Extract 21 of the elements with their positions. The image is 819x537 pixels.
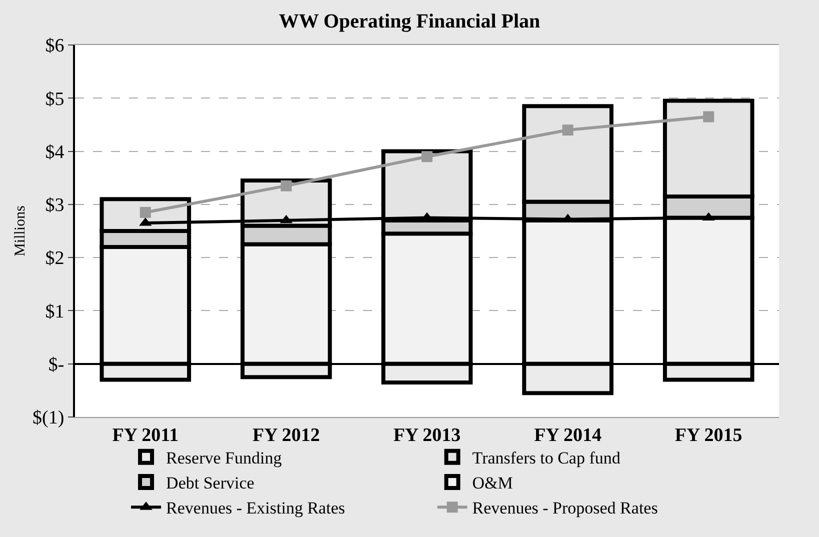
legend-label: Transfers to Cap fund bbox=[472, 448, 621, 468]
x-tick-label: FY 2014 bbox=[534, 424, 602, 446]
y-axis-title: Millions bbox=[12, 205, 28, 256]
y-tick-label: $3 bbox=[45, 195, 64, 216]
x-tick-label: FY 2013 bbox=[393, 424, 461, 446]
legend-label: Revenues - Proposed Rates bbox=[472, 498, 658, 518]
y-tick-label: $6 bbox=[45, 36, 64, 57]
x-tick-label: FY 2012 bbox=[252, 424, 320, 446]
legend-label: Revenues - Existing Rates bbox=[166, 498, 345, 518]
legend-label: Reserve Funding bbox=[166, 448, 282, 468]
legend-label: O&M bbox=[472, 474, 513, 493]
y-tick-label: $4 bbox=[45, 142, 65, 163]
x-tick-label: FY 2011 bbox=[112, 424, 179, 446]
y-tick-label: $1 bbox=[45, 301, 64, 322]
y-tick-label: $- bbox=[48, 354, 64, 376]
y-tick-label: $2 bbox=[45, 248, 64, 270]
chart-title: WW Operating Financial Plan bbox=[278, 10, 540, 32]
y-tick-label: $5 bbox=[45, 88, 64, 110]
legend-label: Debt Service bbox=[166, 474, 254, 493]
y-tick-label: $(1) bbox=[32, 408, 64, 429]
x-tick-label: FY 2015 bbox=[674, 424, 742, 446]
